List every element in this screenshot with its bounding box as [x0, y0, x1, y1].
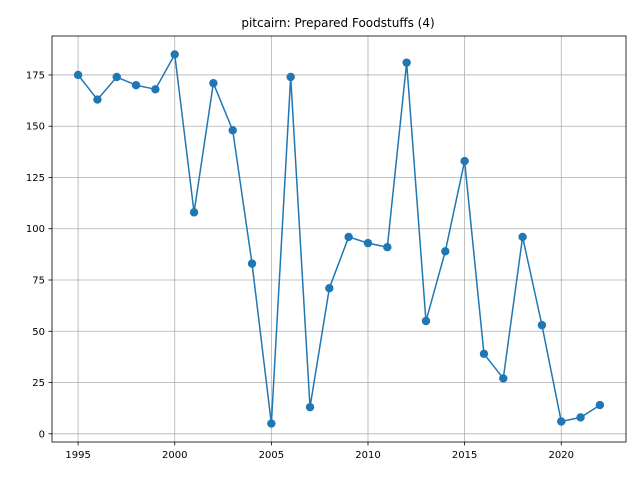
data-point — [518, 232, 527, 242]
plot-frame — [51, 35, 627, 443]
grid — [52, 36, 626, 442]
data-point — [247, 259, 257, 268]
data-point — [344, 232, 353, 242]
x-tick-label: 2010 — [355, 450, 380, 461]
y-tick-label: 150 — [26, 122, 45, 133]
data-point — [595, 400, 605, 410]
x-tick-label: 1995 — [65, 450, 90, 461]
data-point — [228, 126, 237, 135]
y-tick-label: 100 — [26, 224, 45, 235]
data-point — [151, 85, 160, 94]
y-tick-label: 75 — [32, 276, 45, 287]
data-point — [325, 284, 334, 293]
data-point — [402, 58, 411, 67]
data-point — [441, 247, 450, 256]
chart-title: pitcairn: Prepared Foodstuffs (4) — [241, 16, 434, 30]
data-point — [557, 417, 566, 426]
y-tick-label: 25 — [32, 378, 45, 389]
data-point — [267, 419, 276, 428]
data-point — [131, 81, 141, 90]
data-point — [460, 156, 469, 166]
x-tick-label: 2000 — [162, 450, 187, 461]
data-point — [170, 50, 179, 59]
data-point — [305, 402, 315, 412]
ticks: 1995 2000 2005 2010 2015 2020 0 25 50 75 100 125 150… — [26, 70, 574, 461]
data-point — [363, 238, 373, 248]
data-point — [189, 208, 199, 217]
data-point — [286, 72, 295, 82]
axes — [51, 35, 627, 443]
y-tick-label: 0 — [39, 429, 45, 440]
y-tick-label: 50 — [32, 327, 45, 338]
x-tick-label: 2005 — [259, 450, 284, 461]
data-point — [479, 349, 489, 359]
y-tick-label: 175 — [26, 70, 45, 81]
x-tick-label: 2015 — [452, 450, 477, 461]
x-tick-label: 2020 — [549, 450, 574, 461]
series — [73, 50, 605, 428]
data-point — [576, 413, 585, 422]
data-point — [93, 95, 102, 104]
series-line — [77, 52, 601, 424]
data-point — [383, 243, 392, 252]
data-point — [499, 374, 508, 383]
data-point — [209, 78, 218, 88]
data-point — [537, 320, 547, 330]
y-tick-label: 125 — [26, 173, 45, 184]
data-point — [73, 70, 83, 80]
data-point — [112, 72, 121, 82]
data-point — [421, 316, 431, 326]
